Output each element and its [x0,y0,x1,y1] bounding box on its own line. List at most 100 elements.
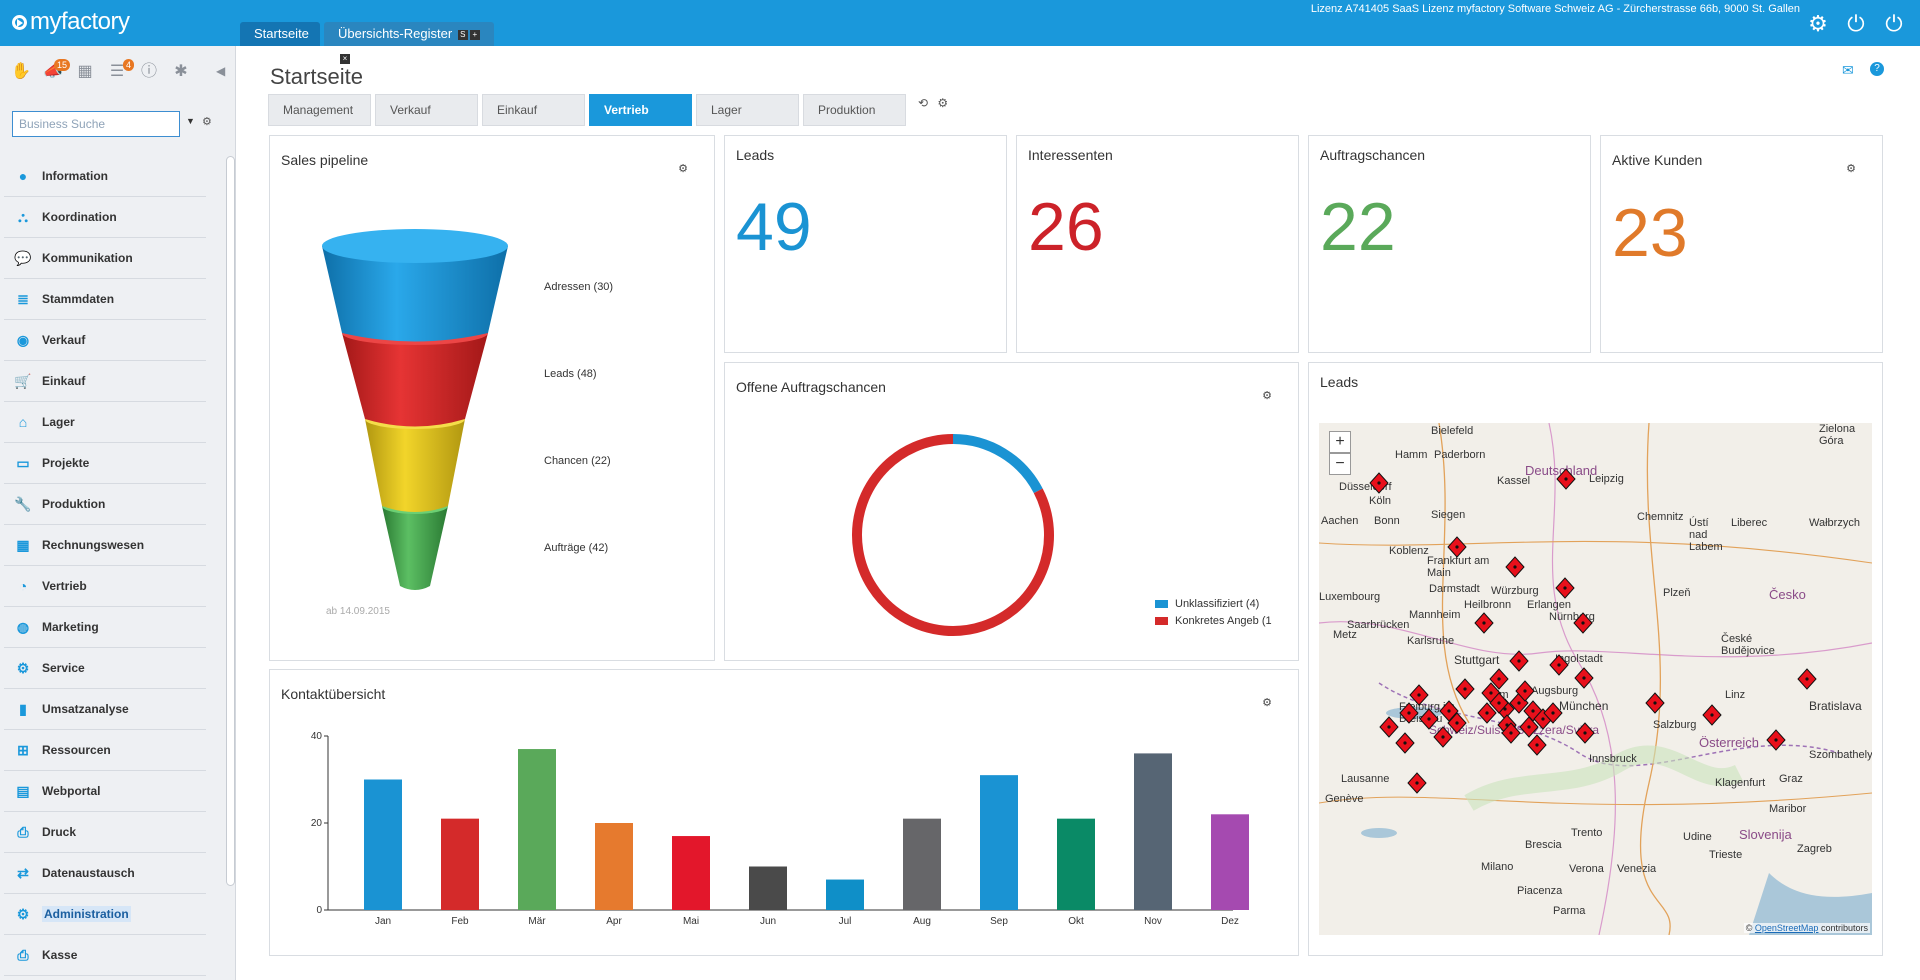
map-marker-dot [1710,713,1714,717]
tab-management[interactable]: Management [268,94,371,126]
tab-add-button[interactable]: + [469,29,480,40]
info-icon[interactable]: ⓘ [140,63,157,80]
hand-icon[interactable]: ✋ [11,63,31,80]
tab-einkauf[interactable]: Einkauf [482,94,585,126]
kpi-card-interessenten[interactable]: Interessenten 26 [1016,135,1299,353]
calendar-icon[interactable]: ▦ [77,63,93,80]
puzzle-icon[interactable]: ✱ [174,63,188,80]
map-label: Zagreb [1797,843,1832,855]
panel-settings-icon[interactable]: ⚙ [1262,697,1272,709]
leads-map[interactable]: + − Bielefeld Paderborn Hamm Düsseldorf … [1319,423,1872,935]
search-dropdown-icon[interactable]: ▼ [186,116,195,126]
bar-mär[interactable] [518,749,556,910]
myfactory-logo[interactable]: myfactory [12,8,130,36]
bar-apr[interactable] [595,823,633,910]
tab-save-button[interactable]: S [457,29,468,40]
power-download-icon[interactable]: ⏻ [1885,11,1903,36]
sidebar-item-label: Rechnungswesen [42,538,145,552]
bar-jul[interactable] [826,879,864,910]
tab-produktion[interactable]: Produktion [803,94,906,126]
notes-icon[interactable]: ☰ 4 [106,59,134,82]
sidebar-item-rechnungswesen[interactable]: ▦ Rechnungswesen [4,525,206,566]
sidebar-item-label: Einkauf [42,374,86,388]
map-label: Aachen [1321,515,1359,527]
sidebar-item-umsatzanalyse[interactable]: ▮ Umsatzanalyse [4,689,206,730]
bar-mai[interactable] [672,836,710,910]
help-icon[interactable]: ? [1870,62,1884,76]
sidebar-item-projekte[interactable]: ▭ Projekte [4,443,206,484]
power-icon[interactable]: ⏻ [1847,11,1865,36]
tab-close-button[interactable]: × [340,53,350,64]
map-label: Ústí nad Labem [1689,517,1723,553]
legend-item-konkretes-angebot[interactable]: Konkretes Angeb (1 [1155,615,1272,627]
map-label: Mannheim [1409,609,1461,621]
kpi-card-aktive-kunden[interactable]: Aktive Kunden ⚙ 23 [1600,135,1883,353]
sidebar-item-produktion[interactable]: 🔧 Produktion [4,484,206,525]
sidebar-item-druck[interactable]: ⎙ Druck [4,812,206,853]
panel-settings-icon[interactable]: ⚙ [1262,390,1272,402]
bar-aug[interactable] [903,818,941,910]
business-search-input[interactable] [12,111,180,137]
collapse-sidebar-icon[interactable]: ◀ [216,64,226,78]
x-tick-label: Dez [1221,916,1239,927]
map-label: Kassel [1497,475,1531,487]
map-zoom-in-button[interactable]: + [1329,431,1351,453]
tab-verkauf[interactable]: Verkauf [375,94,478,126]
donut-slice-0[interactable] [952,434,1043,494]
openstreetmap-link[interactable]: OpenStreetMap [1754,923,1819,933]
sidebar-item-stammdaten[interactable]: ≣ Stammdaten [4,279,206,320]
sidebar-item-webportal[interactable]: ▤ Webportal [4,771,206,812]
panel-settings-icon[interactable]: ⚙ [1846,163,1856,175]
bar-jan[interactable] [364,779,402,911]
search-settings-icon[interactable]: ⚙ [202,116,212,128]
legend-item-unklassifiziert[interactable]: Unklassifiziert (4) [1155,598,1259,610]
refresh-icon[interactable]: ⟲ [918,96,929,110]
sidebar-item-service[interactable]: ⚙ Service [4,648,206,689]
map-marker-dot [1489,691,1493,695]
x-tick-label: Nov [1144,916,1162,927]
bar-feb[interactable] [441,818,479,910]
megaphone-icon[interactable]: 📣 15 [42,59,70,82]
tab-vertrieb[interactable]: Vertrieb [589,94,692,126]
sidebar-item-kasse[interactable]: ⎙ Kasse [4,935,206,976]
map-marker-dot [1513,565,1517,569]
sidebar-item-lager[interactable]: ⌂ Lager [4,402,206,443]
funnel-stage-adressen[interactable] [322,229,508,342]
top-tab-uebersichts-register[interactable]: Übersichts-Register S + × [324,22,494,64]
sidebar-item-label: Stammdaten [42,292,115,306]
sidebar-item-ressourcen[interactable]: ⊞ Ressourcen [4,730,206,771]
sidebar-scrollbar[interactable] [226,156,235,886]
tab-lager[interactable]: Lager [696,94,799,126]
map-zoom-out-button[interactable]: − [1329,453,1351,475]
bar-sep[interactable] [980,775,1018,910]
panel-settings-icon[interactable]: ⚙ [678,163,688,175]
sidebar-item-administration[interactable]: ⚙ Administration [4,894,206,935]
sidebar-item-vertrieb[interactable]: ◔ Vertrieb [4,566,206,607]
donut-slice-1[interactable] [852,434,1054,636]
gear-icon[interactable]: ⚙ [1808,11,1828,36]
map-marker-dot [1455,545,1459,549]
sidebar-item-datenaustausch[interactable]: ⇄ Datenaustausch [4,853,206,894]
bar-jun[interactable] [749,866,787,911]
sidebar-item-verkauf[interactable]: ◉ Verkauf [4,320,206,361]
map-label: Brescia [1525,839,1562,851]
mail-icon[interactable]: ✉ [1842,62,1854,78]
sidebar-item-koordination[interactable]: ⛬ Koordination [4,197,206,238]
sidebar-item-kommunikation[interactable]: 💬 Kommunikation [4,238,206,279]
sidebar-item-einkauf[interactable]: 🛒 Einkauf [4,361,206,402]
tab-settings-icon[interactable]: ⚙ [937,96,949,110]
sidebar-item-marketing[interactable]: ◍ Marketing [4,607,206,648]
top-tab-startseite[interactable]: Startseite [240,22,320,46]
map-label: Verona [1569,863,1604,875]
bar-okt[interactable] [1057,818,1095,910]
sidebar-item-information[interactable]: ● Information [4,156,206,197]
map-marker-dot [1583,731,1587,735]
bar-dez[interactable] [1211,814,1249,910]
kpi-card-auftragschancen[interactable]: Auftragschancen 22 [1308,135,1591,353]
map-marker-dot [1505,723,1509,727]
kpi-card-leads[interactable]: Leads 49 [724,135,1007,353]
bar-nov[interactable] [1134,753,1172,910]
map-marker-dot [1415,781,1419,785]
x-tick-label: Jul [839,916,852,927]
sidebar-item-label: Kasse [42,948,78,962]
